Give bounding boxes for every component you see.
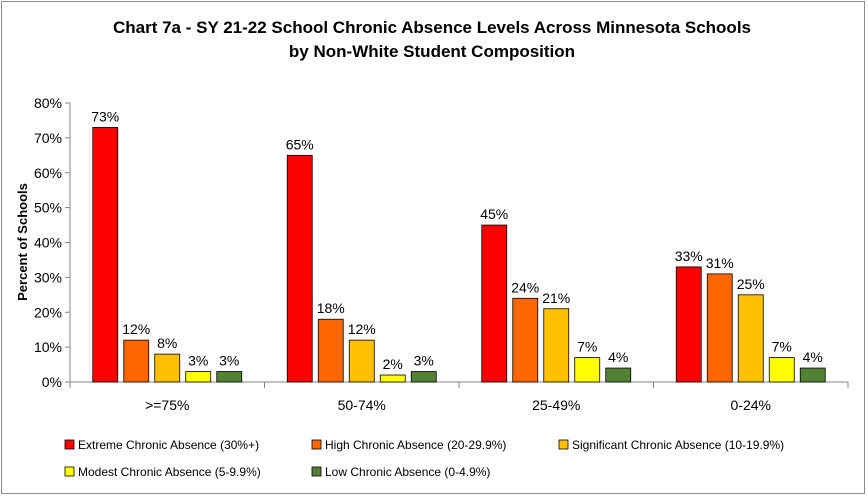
bar	[737, 294, 764, 383]
bar	[348, 339, 375, 383]
data-label: 18%	[317, 300, 345, 316]
y-tick-label: 60%	[34, 165, 62, 181]
bar	[675, 266, 702, 383]
bar	[379, 374, 406, 383]
y-tick-label: 30%	[34, 269, 62, 285]
legend-label: Extreme Chronic Absence (30%+)	[78, 438, 259, 452]
chart-subtitle: by Non-White Student Composition	[289, 42, 575, 61]
bar	[706, 273, 733, 383]
legend-swatch	[64, 466, 75, 477]
bar	[481, 224, 508, 383]
data-label: 24%	[511, 279, 539, 295]
bar	[123, 339, 150, 383]
legend-label: Significant Chronic Absence (10-19.9%)	[572, 438, 784, 452]
data-label: 65%	[286, 136, 314, 152]
bar	[185, 371, 212, 383]
legend-swatch	[311, 439, 322, 450]
data-label: 21%	[542, 290, 570, 306]
bar	[512, 297, 539, 383]
legend-label: Low Chronic Absence (0-4.9%)	[325, 465, 490, 479]
data-label: 3%	[219, 353, 239, 369]
data-label: 8%	[157, 335, 177, 351]
legend-label: High Chronic Absence (20-29.9%)	[325, 438, 506, 452]
bar	[92, 127, 119, 383]
data-label: 31%	[706, 255, 734, 271]
y-tick-label: 0%	[42, 374, 62, 390]
data-label: 33%	[675, 248, 703, 264]
bar	[799, 367, 826, 383]
bar	[317, 318, 344, 383]
legend-swatch	[311, 466, 322, 477]
data-label: 7%	[577, 339, 597, 355]
x-tick-label: >=75%	[145, 397, 189, 413]
data-label: 7%	[772, 339, 792, 355]
bar	[574, 357, 601, 383]
data-labels: 73%65%45%33%12%18%24%31%8%12%21%25%3% 2%7…	[91, 108, 823, 372]
legend-swatch	[558, 439, 569, 450]
x-tick-label: 0-24%	[731, 397, 771, 413]
bar	[216, 371, 243, 383]
data-label: 3%	[414, 353, 434, 369]
y-tick-label: 20%	[34, 304, 62, 320]
data-label: 73%	[91, 108, 119, 124]
bar	[543, 308, 570, 383]
data-label: 25%	[737, 276, 765, 292]
data-label: 45%	[480, 206, 508, 222]
bar	[154, 353, 181, 383]
data-label: 2%	[383, 356, 403, 372]
x-tick-label: 25-49%	[532, 397, 580, 413]
y-tick-label: 50%	[34, 200, 62, 216]
data-label: 12%	[122, 321, 150, 337]
data-label: 3%	[188, 353, 208, 369]
y-axis-label: Percent of Schools	[15, 183, 30, 301]
bar	[605, 367, 632, 383]
data-label: 4%	[608, 349, 628, 365]
y-tick-label: 10%	[34, 339, 62, 355]
y-tick-label: 70%	[34, 130, 62, 146]
legend-swatch	[64, 439, 75, 450]
bar	[768, 357, 795, 383]
y-tick-label: 40%	[34, 235, 62, 251]
legend: Extreme Chronic Absence (30%+) High Chron…	[64, 438, 784, 479]
y-tick-label: 80%	[34, 95, 62, 111]
bars	[92, 127, 826, 383]
bar	[286, 154, 313, 383]
bar	[410, 371, 437, 383]
chart-title: Chart 7a - SY 21-22 School Chronic Absen…	[113, 18, 751, 37]
data-label: 12%	[348, 321, 376, 337]
legend-label: Modest Chronic Absence (5-9.9%)	[78, 465, 261, 479]
data-label: 4%	[803, 349, 823, 365]
x-tick-label: 50-74%	[338, 397, 386, 413]
